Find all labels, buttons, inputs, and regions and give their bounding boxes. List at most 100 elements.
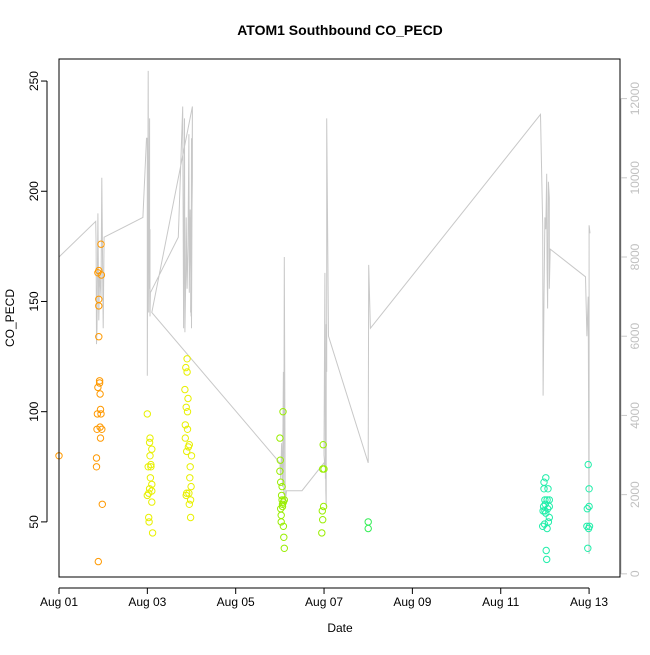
data-point (542, 474, 550, 482)
data-point (319, 441, 327, 449)
data-point (585, 522, 594, 530)
data-point (279, 408, 287, 416)
data-point (318, 507, 326, 515)
data-point (148, 487, 156, 495)
x-tick-label: Aug 07 (305, 595, 343, 609)
plot-frame (58, 58, 621, 578)
secondary-line-layer (58, 70, 591, 555)
data-point (186, 463, 194, 471)
y-tick-label: 200 (27, 181, 41, 201)
x-tick-label: Aug 11 (482, 595, 519, 609)
data-point (185, 441, 194, 449)
data-point (97, 271, 106, 279)
data-point (277, 518, 285, 526)
data-point (187, 452, 196, 460)
data-point (183, 355, 191, 363)
data-point (280, 533, 288, 541)
y2-tick-label: 6000 (628, 323, 642, 350)
x-tick-label: Aug 03 (128, 595, 166, 609)
data-point (145, 518, 153, 526)
data-point (95, 333, 103, 341)
data-point (183, 489, 191, 497)
data-point (143, 410, 152, 418)
data-point (318, 529, 326, 537)
data-point (583, 505, 591, 513)
x-tick-label: Aug 05 (217, 595, 255, 609)
data-point (182, 363, 190, 372)
secondary-series-line (58, 70, 591, 555)
y-tick-label: 150 (27, 291, 41, 311)
data-point (276, 456, 284, 464)
data-point (539, 522, 547, 530)
data-point (585, 502, 593, 511)
data-point (543, 555, 551, 564)
data-point (92, 454, 101, 462)
data-point (584, 460, 592, 469)
data-point (276, 467, 284, 475)
data-point (96, 405, 105, 414)
data-point (95, 377, 104, 385)
data-point (146, 434, 154, 442)
data-point (97, 410, 105, 418)
data-point (182, 403, 190, 411)
data-point (583, 522, 591, 530)
data-point (543, 505, 552, 513)
y2-tick-label: 10000 (628, 161, 642, 195)
data-point (319, 502, 328, 511)
data-point (320, 465, 328, 473)
y2-tick-label: 8000 (628, 243, 642, 270)
data-point (544, 518, 553, 526)
data-point (183, 408, 192, 416)
data-point (92, 463, 101, 471)
data-point (181, 421, 190, 429)
data-point (148, 498, 156, 506)
data-point (95, 379, 104, 387)
data-point (543, 496, 551, 504)
x-tick-label: Aug 13 (570, 595, 608, 609)
data-point (94, 557, 103, 566)
x-tick-label: Aug 09 (393, 595, 431, 609)
data-point (183, 425, 192, 433)
data-point (542, 509, 550, 517)
y-tick-label: 50 (27, 515, 41, 529)
y-axis-label: CO_PECD (3, 289, 17, 347)
data-point (185, 500, 194, 508)
x-tick-label: Aug 01 (40, 595, 78, 609)
data-point (542, 546, 550, 555)
data-point (541, 496, 549, 504)
data-point (544, 485, 552, 493)
data-point (364, 524, 372, 533)
data-point (97, 240, 105, 248)
data-point (98, 500, 107, 508)
y2-tick-label: 4000 (628, 402, 642, 429)
data-point (148, 445, 156, 453)
chart-title: ATOM1 Southbound CO_PECD (237, 22, 443, 38)
y-tick-label: 100 (27, 401, 41, 421)
data-point (186, 513, 195, 522)
data-point (143, 491, 152, 500)
data-point (278, 502, 287, 511)
data-point (280, 544, 288, 552)
data-point (145, 438, 154, 447)
data-point (279, 522, 288, 530)
data-point (541, 500, 549, 508)
data-point (146, 452, 154, 460)
data-point (540, 478, 548, 486)
data-point (96, 434, 105, 442)
data-point (96, 423, 104, 431)
data-point (185, 489, 193, 497)
data-point (145, 513, 153, 522)
data-point (545, 513, 553, 522)
data-point (277, 478, 285, 486)
data-point (278, 482, 286, 491)
data-point (148, 529, 157, 537)
data-point (584, 544, 592, 552)
data-point (181, 434, 190, 442)
data-point (187, 482, 195, 491)
y2-tick-label: 2000 (628, 481, 642, 508)
data-point (319, 516, 327, 524)
data-point (94, 383, 102, 392)
points-layer (55, 240, 594, 566)
data-point (183, 368, 191, 376)
